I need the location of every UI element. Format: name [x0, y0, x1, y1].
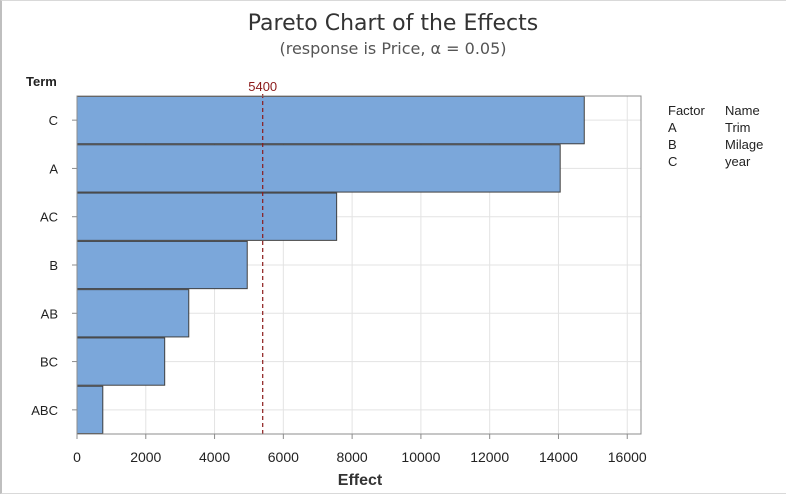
y-tick-label: BC	[40, 355, 58, 370]
legend-row: B Milage	[668, 136, 785, 153]
reference-line-label: 5400	[248, 79, 277, 94]
legend-factor-name: Milage	[725, 137, 764, 152]
axis-layer: 0 2000 4000 6000 8000 10000 12000 14000 16000 C A A…	[31, 95, 647, 465]
y-axis-label: Term	[26, 74, 57, 89]
y-tick-label: AB	[41, 306, 58, 321]
chart-subtitle: (response is Price, α = 0.05)	[279, 39, 507, 58]
bar-b	[76, 240, 248, 290]
bar-c	[76, 96, 585, 145]
x-tick-label: 14000	[539, 449, 578, 465]
y-tick-label: C	[49, 113, 58, 128]
bar-ac	[76, 192, 338, 241]
x-tick-label: 0	[73, 449, 81, 465]
bar-bc	[76, 337, 166, 386]
x-tick-label: 2000	[130, 449, 161, 465]
legend-header-row: Factor Name	[668, 102, 785, 119]
chart-title: Pareto Chart of the Effects	[247, 11, 539, 36]
legend-factor: C	[668, 154, 678, 169]
y-tick-label: AC	[40, 210, 58, 225]
bar-abc	[76, 385, 104, 435]
legend-header-factor: Factor	[668, 103, 705, 118]
legend-factor-name: Trim	[725, 120, 751, 135]
x-axis-label: Effect	[337, 472, 383, 489]
x-tick-label: 10000	[401, 449, 440, 465]
factor-legend: Factor Name A Trim B Milage C year	[668, 102, 785, 170]
legend-factor-name: year	[725, 154, 751, 169]
legend-row: C year	[668, 153, 785, 170]
legend-row: A Trim	[668, 119, 785, 136]
y-tick-label: ABC	[31, 403, 58, 418]
x-tick-label: 16000	[608, 449, 647, 465]
y-tick-label: A	[49, 161, 58, 176]
x-tick-label: 12000	[470, 449, 509, 465]
y-tick-label: B	[49, 258, 58, 273]
legend-factor: B	[668, 137, 677, 152]
x-tick-label: 4000	[199, 449, 230, 465]
x-tick-label: 6000	[268, 449, 299, 465]
bar-ab	[76, 289, 190, 338]
legend-factor: A	[668, 120, 677, 135]
x-tick-label: 8000	[337, 449, 368, 465]
legend-header-name: Name	[725, 103, 760, 118]
bar-layer	[76, 96, 585, 435]
bar-a	[76, 144, 561, 193]
reference-layer: 5400	[248, 79, 277, 434]
